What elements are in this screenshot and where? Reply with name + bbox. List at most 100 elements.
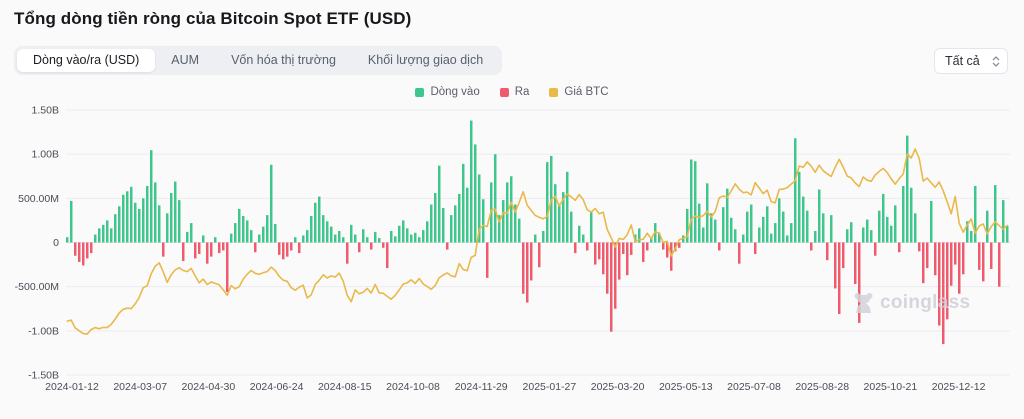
flow-bar xyxy=(450,215,453,243)
x-tick-label: 2025-08-28 xyxy=(795,381,849,393)
flow-bar xyxy=(142,198,145,243)
flow-bar xyxy=(518,218,521,243)
flow-bar xyxy=(250,230,253,243)
flow-bar xyxy=(782,211,785,243)
flow-bar xyxy=(646,242,649,251)
flow-bar xyxy=(966,221,969,243)
flow-bar xyxy=(86,242,89,259)
flow-bar xyxy=(762,216,765,243)
flow-bar xyxy=(742,234,745,243)
flow-bar xyxy=(370,242,373,250)
flow-bar xyxy=(886,216,889,243)
flow-bar xyxy=(498,215,501,243)
flow-bar xyxy=(442,208,445,243)
flow-bar xyxy=(814,231,817,243)
flow-bar xyxy=(566,171,569,243)
flow-bar xyxy=(70,200,73,243)
flow-bar xyxy=(918,242,921,252)
flow-bar xyxy=(394,236,397,243)
tab-inflow-outflow[interactable]: Dòng vào/ra (USD) xyxy=(17,49,156,72)
flow-bar xyxy=(282,242,285,260)
outflow-swatch-icon xyxy=(499,87,509,97)
line-layer xyxy=(66,148,1009,335)
flow-bar xyxy=(802,196,805,243)
flow-bar xyxy=(94,234,97,243)
flow-bar xyxy=(66,237,69,243)
flow-bar xyxy=(522,242,525,294)
flow-bar xyxy=(470,120,473,243)
flow-bar xyxy=(946,242,949,320)
flow-bar xyxy=(382,242,385,248)
flow-bar xyxy=(526,242,529,303)
flow-bar xyxy=(346,242,349,264)
tab-market-cap[interactable]: Vốn hóa thị trường xyxy=(231,53,336,67)
flow-bar xyxy=(838,242,841,315)
flow-bar xyxy=(82,242,85,266)
flow-bar xyxy=(898,242,901,253)
legend-label-btc-price: Giá BTC xyxy=(564,86,609,98)
chevron-up-down-icon xyxy=(992,55,1000,67)
flow-bar xyxy=(850,222,853,243)
flow-bar xyxy=(510,176,513,243)
flow-bar xyxy=(926,242,929,269)
flow-bar xyxy=(546,162,549,243)
flow-bar xyxy=(978,242,981,270)
flow-bar xyxy=(934,242,937,276)
flow-bar xyxy=(982,242,985,282)
legend-label-inflow: Dòng vào xyxy=(430,86,480,98)
flow-bar xyxy=(618,242,621,280)
flow-bar xyxy=(542,231,545,243)
flow-bar xyxy=(134,202,137,243)
flow-bar xyxy=(586,242,589,251)
flow-bar xyxy=(378,238,381,243)
flow-bar xyxy=(362,229,365,243)
flow-bar xyxy=(222,242,225,251)
flow-bar xyxy=(186,231,189,243)
flow-bar xyxy=(726,188,729,243)
tab-aum[interactable]: AUM xyxy=(171,53,200,67)
flow-bar xyxy=(690,159,693,243)
tab-volume[interactable]: Khối lượng giao dịch xyxy=(367,53,484,67)
flow-bar xyxy=(650,237,653,243)
flow-bar xyxy=(278,242,281,255)
time-range-select[interactable]: Tất cả xyxy=(934,48,1008,74)
legend-item-outflow[interactable]: Ra xyxy=(499,86,529,98)
flow-bar xyxy=(454,205,457,243)
flow-bar xyxy=(878,210,881,243)
legend-item-inflow[interactable]: Dòng vào xyxy=(415,86,480,98)
flow-bar xyxy=(930,200,933,243)
flow-bar xyxy=(158,205,161,243)
x-tick-label: 2024-06-24 xyxy=(250,381,304,393)
flow-bar xyxy=(214,237,217,243)
flow-bar xyxy=(178,200,181,243)
flow-bar xyxy=(702,227,705,243)
flow-bar xyxy=(318,196,321,243)
time-range-value: Tất cả xyxy=(945,54,980,68)
flow-bar xyxy=(294,237,297,243)
flow-bar xyxy=(290,242,293,251)
legend-item-btc-price[interactable]: Giá BTC xyxy=(549,86,609,98)
flow-bar xyxy=(162,242,165,257)
flow-bar xyxy=(274,223,277,243)
flow-bar xyxy=(366,237,369,243)
flow-bar xyxy=(906,135,909,243)
flow-bar xyxy=(798,171,801,243)
flow-bar xyxy=(418,237,421,243)
flow-bar xyxy=(246,220,249,243)
flow-bar xyxy=(198,242,201,254)
flow-bar xyxy=(970,231,973,243)
x-tick-label: 2025-01-27 xyxy=(523,381,577,393)
flow-bar xyxy=(678,242,681,248)
flow-bar xyxy=(730,217,733,243)
x-tick-label: 2025-10-21 xyxy=(864,381,918,393)
flow-bar xyxy=(998,242,1001,287)
flow-bar xyxy=(558,203,561,243)
flow-bar xyxy=(310,216,313,243)
flow-bar xyxy=(406,228,409,243)
flow-bar xyxy=(718,242,721,251)
flow-bar xyxy=(562,192,565,243)
flow-bar xyxy=(578,225,581,243)
flow-bar xyxy=(990,242,993,269)
btc-price-line xyxy=(66,148,1009,335)
